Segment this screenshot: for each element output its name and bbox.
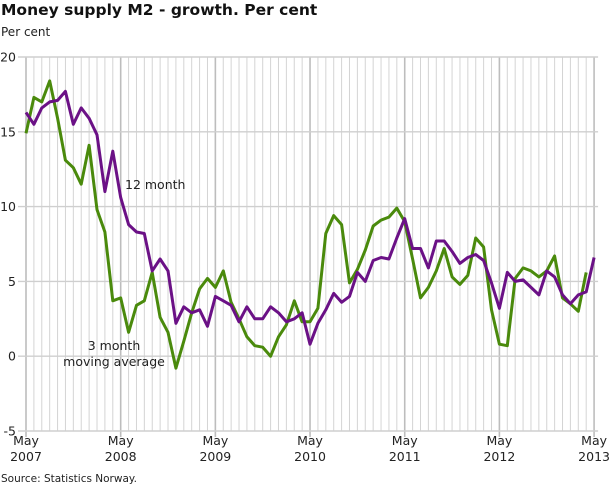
- series-line-12-month: [24, 89, 596, 346]
- x-tick-label-year: 2008: [105, 449, 137, 464]
- x-tick-label-year: 2010: [294, 449, 326, 464]
- x-tick-label-month: May: [13, 433, 39, 448]
- grid: [18, 56, 599, 437]
- x-tick-label-year: 2013: [578, 449, 610, 464]
- x-tick-label-year: 2009: [199, 449, 231, 464]
- y-tick-label: 15: [0, 124, 16, 139]
- x-tick-label-month: May: [486, 433, 512, 448]
- x-tick-label-month: May: [581, 433, 607, 448]
- x-tick-label-year: 2011: [389, 449, 421, 464]
- x-tick-label-year: 2007: [10, 449, 42, 464]
- chart-title: Money supply M2 - growth. Per cent: [1, 1, 318, 19]
- y-tick-label: 0: [8, 349, 16, 364]
- series-line-3-month-moving-average: [24, 79, 588, 370]
- axes: 20151050-5May2007May2008May2009May2010Ma…: [0, 50, 610, 465]
- y-tick-label: 20: [0, 50, 16, 65]
- series-lines: [24, 79, 596, 370]
- source-note: Source: Statistics Norway.: [1, 473, 137, 485]
- y-tick-label: 5: [8, 274, 16, 289]
- x-tick-label-month: May: [108, 433, 134, 448]
- series-label: 12 month: [125, 177, 185, 192]
- y-tick-label: 10: [0, 199, 16, 214]
- series-label: 3 month: [88, 338, 141, 353]
- y-tick-label: -5: [4, 424, 16, 439]
- series-label: moving average: [63, 354, 165, 369]
- x-tick-label-month: May: [202, 433, 228, 448]
- y-axis-label: Per cent: [1, 25, 51, 39]
- x-tick-label-year: 2012: [483, 449, 515, 464]
- x-tick-label-month: May: [392, 433, 418, 448]
- x-tick-label-month: May: [297, 433, 323, 448]
